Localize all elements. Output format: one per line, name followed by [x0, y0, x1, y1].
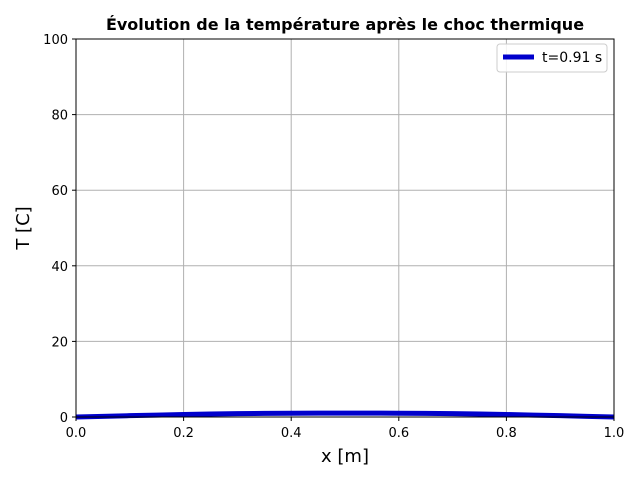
y-tick-label: 40: [51, 260, 68, 275]
x-ticks: 0.0 0.2 0.4 0.6 0.8 1.0: [66, 417, 625, 441]
y-tick-label: 0: [60, 411, 68, 426]
y-tick-label: 80: [51, 109, 68, 124]
legend: t=0.91 s: [496, 43, 608, 73]
grid: [75, 38, 615, 418]
x-tick-label: 0.4: [281, 426, 302, 441]
x-tick-label: 0.2: [173, 426, 194, 441]
plot-frame: [75, 38, 615, 418]
y-tick-label: 60: [51, 184, 68, 199]
x-tick-label: 0.8: [496, 426, 517, 441]
series-layer: [75, 410, 615, 420]
series-line: [75, 410, 615, 420]
y-tick-label: 100: [43, 33, 68, 48]
x-tick-label: 1.0: [604, 426, 625, 441]
x-axis-label: x [m]: [321, 446, 369, 467]
y-axis-label: T [C]: [13, 206, 34, 250]
legend-label: t=0.91 s: [542, 50, 602, 66]
x-tick-label: 0.6: [388, 426, 409, 441]
legend-box: [496, 43, 608, 73]
x-tick-label: 0.0: [66, 426, 87, 441]
chart-title: Évolution de la température après le cho…: [106, 15, 584, 34]
y-ticks: 0 20 40 60 80 100: [43, 33, 76, 426]
y-tick-label: 20: [51, 335, 68, 350]
